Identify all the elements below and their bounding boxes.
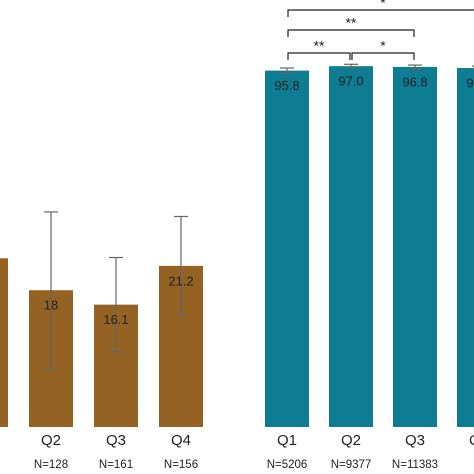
x-tick-label: Q2	[41, 432, 61, 449]
n-label: N=9377	[331, 459, 372, 471]
x-tick-label: Q2	[341, 432, 361, 449]
bar	[0, 258, 8, 427]
value-label: 97.0	[338, 74, 363, 89]
significance-label: *	[380, 38, 386, 54]
x-tick-label: Q1	[277, 432, 297, 449]
significance-label: **	[314, 38, 325, 54]
significance-bracket	[287, 52, 351, 60]
value-label: 21.2	[168, 273, 193, 288]
significance-bracket	[351, 52, 415, 60]
bar	[457, 68, 474, 428]
x-tick-label: Q4	[469, 432, 474, 449]
significance-bracket	[287, 9, 474, 17]
bar	[265, 70, 309, 428]
bar	[329, 66, 373, 427]
n-label: N=5206	[267, 459, 308, 471]
n-label: N=11383	[392, 459, 438, 471]
n-label: N=156	[164, 459, 198, 471]
value-label: 16.1	[103, 312, 128, 327]
n-label: N=161	[99, 459, 133, 471]
value-label: 96.5	[466, 75, 474, 90]
n-label: N=128	[34, 459, 68, 471]
x-tick-label: Q3	[106, 432, 126, 449]
value-label: 95.8	[274, 78, 299, 93]
x-tick-label: Q4	[171, 432, 191, 449]
significance-label: *	[380, 0, 386, 11]
significance-bracket	[287, 29, 415, 37]
value-label: 18	[44, 298, 58, 313]
bar	[393, 66, 437, 428]
value-label: 96.8	[402, 74, 427, 89]
significance-label: **	[346, 15, 357, 31]
x-tick-label: Q3	[405, 432, 425, 449]
